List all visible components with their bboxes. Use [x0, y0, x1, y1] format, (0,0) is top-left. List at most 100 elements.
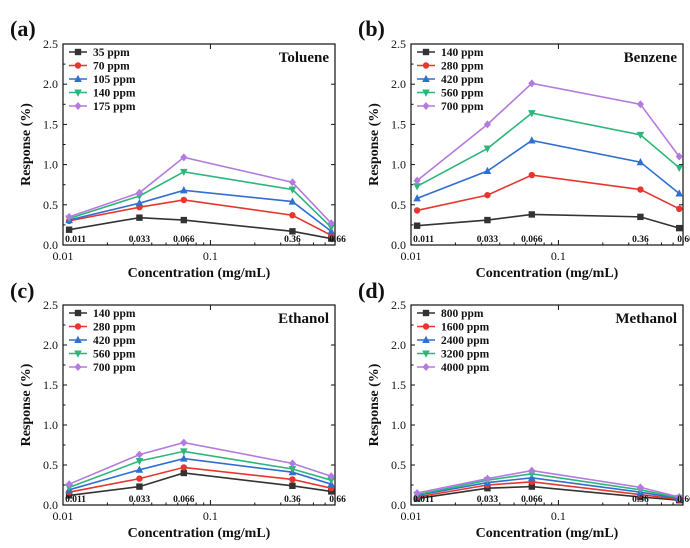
legend-label: 700 ppm — [441, 101, 484, 113]
data-point — [288, 178, 297, 187]
data-point — [289, 228, 296, 235]
legend-label: 700 ppm — [93, 362, 136, 374]
data-point — [180, 196, 188, 204]
y-tick-label: 1.5 — [43, 378, 58, 392]
data-point — [289, 476, 296, 483]
analyte-label: Benzene — [624, 50, 678, 66]
panel-letter: (a) — [10, 16, 36, 41]
y-tick-label: 0.0 — [391, 498, 406, 512]
data-point — [180, 454, 188, 462]
data-point — [413, 489, 421, 497]
data-point — [413, 194, 421, 202]
analyte-label: Ethanol — [278, 311, 329, 327]
y-tick-label: 2.5 — [391, 298, 406, 312]
data-point — [676, 205, 683, 213]
y-axis-title: Response (%) — [367, 363, 382, 446]
point-label: 0.033 — [477, 235, 499, 245]
point-label: 0.36 — [284, 235, 301, 245]
data-point — [289, 482, 296, 489]
y-tick-label: 2.0 — [43, 77, 58, 91]
legend-label: 420 ppm — [93, 335, 136, 347]
legend-marker — [74, 309, 82, 317]
legend-marker — [74, 48, 82, 56]
point-label: 0.011 — [413, 235, 434, 245]
y-tick-label: 0.5 — [43, 198, 58, 212]
data-point — [528, 211, 536, 218]
legend-marker — [74, 323, 82, 330]
point-label: 0.66 — [329, 495, 346, 505]
y-tick-label: 1.0 — [391, 418, 406, 432]
data-point — [636, 100, 645, 109]
legend-label: 560 ppm — [93, 349, 136, 361]
legend-marker — [74, 363, 82, 371]
data-point — [328, 488, 335, 495]
data-point — [136, 483, 143, 490]
point-label: 0.033 — [129, 495, 151, 505]
x-axis-title: Concentration (mg/mL) — [128, 526, 271, 541]
data-point — [180, 469, 188, 477]
data-point — [135, 465, 144, 473]
y-axis-title: Response (%) — [19, 363, 34, 446]
data-point — [327, 219, 335, 228]
legend-label: 140 ppm — [441, 47, 484, 59]
point-label: 0.066 — [521, 235, 543, 245]
data-point — [136, 475, 143, 482]
legend-label: 2400 ppm — [441, 335, 490, 347]
data-point — [636, 131, 645, 140]
legend-label: 105 ppm — [93, 74, 136, 86]
x-tick-label: 0.01 — [401, 509, 422, 523]
data-point — [328, 235, 335, 242]
data-point — [327, 224, 336, 232]
legend-marker — [74, 102, 82, 110]
x-axis-title: Concentration (mg/mL) — [128, 266, 271, 281]
series-line — [416, 174, 680, 212]
data-point — [65, 480, 73, 489]
legend-marker — [422, 62, 430, 69]
point-label: 0.011 — [65, 495, 86, 505]
legend-label: 420 ppm — [441, 74, 484, 86]
data-point — [65, 492, 73, 499]
legend-marker — [422, 48, 430, 56]
y-tick-label: 0.0 — [391, 238, 406, 252]
data-point — [180, 153, 188, 162]
point-label: 0.36 — [284, 495, 301, 505]
chart-panel-b: (b) 0.0 0.5 1.0 1.5 2.0 2.5 0.01 0.1 Concentratio… — [358, 16, 690, 281]
y-axis-title: Response (%) — [19, 103, 34, 186]
analyte-label: Methanol — [615, 311, 677, 327]
data-point — [528, 79, 536, 88]
point-label: 0.011 — [413, 495, 434, 505]
data-point — [288, 459, 297, 468]
data-point — [675, 152, 683, 161]
chart-panel-c: (c) 0.0 0.5 1.0 1.5 2.0 2.5 0.01 0.1 Concentratio… — [10, 278, 346, 541]
y-tick-label: 0.5 — [391, 198, 406, 212]
panel-letter: (d) — [358, 278, 385, 303]
y-tick-label: 1.5 — [391, 117, 406, 131]
legend-marker — [422, 74, 430, 82]
data-point — [180, 186, 188, 194]
y-tick-label: 1.5 — [43, 117, 58, 131]
legend-marker — [422, 363, 430, 371]
data-point — [528, 483, 536, 490]
y-tick-label: 1.0 — [391, 158, 406, 172]
y-tick-label: 1.0 — [43, 158, 58, 172]
data-point — [288, 197, 297, 205]
data-point — [180, 168, 188, 177]
y-tick-label: 0.5 — [391, 458, 406, 472]
legend-marker — [422, 309, 430, 317]
series-line — [68, 189, 332, 232]
legend-marker — [74, 74, 82, 82]
data-point — [636, 483, 645, 492]
data-point — [484, 485, 491, 492]
data-point — [675, 493, 683, 501]
data-point — [484, 216, 491, 224]
data-point — [675, 189, 684, 197]
legend-marker — [422, 89, 430, 97]
y-tick-label: 2.5 — [391, 37, 406, 51]
y-tick-label: 0.0 — [43, 498, 58, 512]
legend-label: 560 ppm — [441, 88, 484, 100]
analyte-label: Toluene — [279, 50, 330, 66]
data-point — [288, 186, 297, 194]
y-axis-title: Response (%) — [367, 103, 382, 186]
data-point — [135, 450, 144, 459]
data-point — [413, 222, 421, 229]
